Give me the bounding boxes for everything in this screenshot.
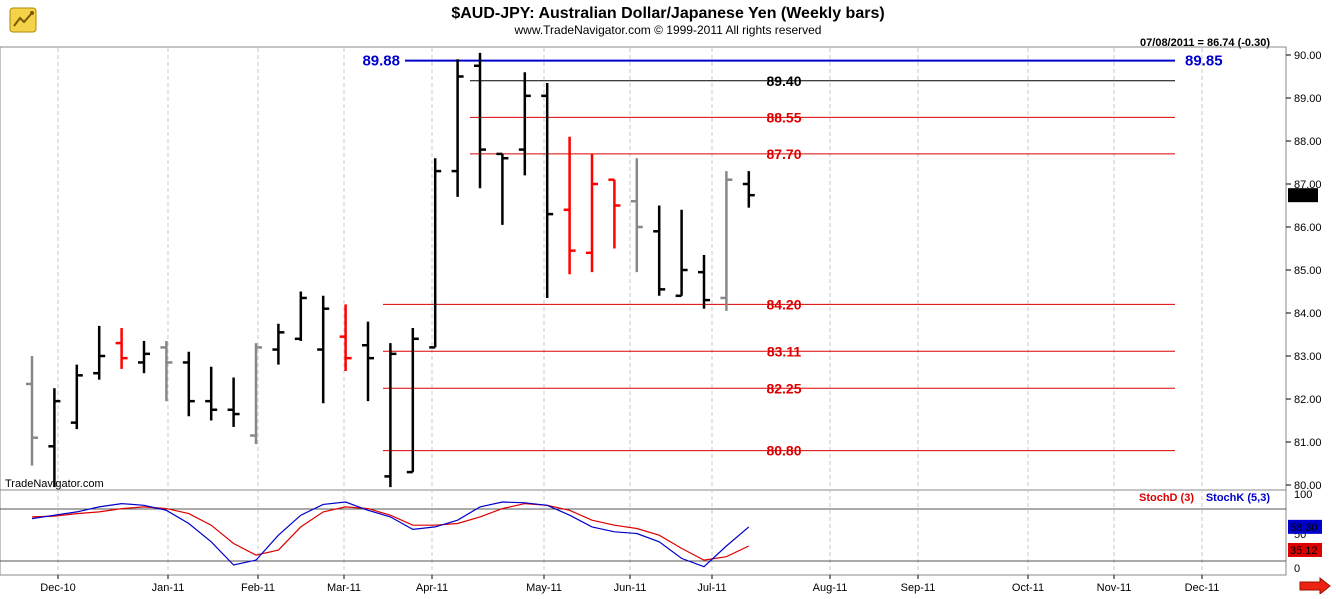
copyright-text: www.TradeNavigator.com © 1999-2011 All r…	[514, 23, 822, 37]
chart-title: $AUD-JPY: Australian Dollar/Japanese Yen…	[451, 5, 884, 22]
ohlc-bar	[160, 340, 173, 402]
watermark: TradeNavigator.com	[5, 478, 104, 490]
x-tick-label: Sep-11	[901, 582, 936, 594]
x-tick-label: Dec-10	[40, 582, 75, 594]
level-label: 83.11	[767, 343, 801, 359]
ohlc-bar	[294, 291, 307, 341]
ohlc-bar	[205, 366, 218, 421]
ohlc-bar	[451, 59, 464, 197]
range-left-label: 89.88	[362, 53, 400, 70]
x-tick-label: Oct-11	[1012, 582, 1044, 594]
ohlc-bar	[70, 364, 83, 430]
stoch-tick-label: 100	[1294, 489, 1312, 501]
ohlc-bar	[563, 136, 576, 275]
y-tick-label: 89.00	[1294, 93, 1322, 105]
x-tick-label: Dec-11	[1185, 582, 1220, 594]
y-tick-label: 83.00	[1294, 351, 1322, 363]
y-tick-label: 87.00	[1294, 179, 1322, 191]
x-tick-label: Feb-11	[241, 582, 275, 594]
level-layer: 89.40 88.55 87.70 84.20 83.11 82.25 80.80 89.88…	[362, 53, 1222, 459]
ohlc-bar	[720, 171, 733, 311]
stoch-d-legend: StochD (3)	[1139, 492, 1194, 504]
last-quote: 07/08/2011 = 86.74 (-0.30)	[1140, 37, 1270, 49]
x-tick-label: Jul-11	[697, 582, 726, 594]
ohlc-bar	[115, 328, 128, 369]
y-tick-label: 88.00	[1294, 136, 1322, 148]
stoch-pane-frame	[0, 489, 1287, 576]
y-tick-label: 82.00	[1294, 394, 1322, 406]
ohlc-bar	[317, 295, 330, 404]
ohlc-bar	[541, 82, 554, 298]
ohlc-bar	[586, 153, 598, 273]
ohlc-bar	[339, 304, 352, 372]
ohlc-bar	[630, 158, 643, 273]
stoch-k-value: 58.30	[1290, 522, 1318, 534]
axis-layer: Dec-10 Jan-11 Feb-11 Mar-11 Apr-11 May-11 Jun-…	[40, 50, 1321, 594]
ohlc-bar	[406, 328, 419, 474]
current-price-tag	[1288, 188, 1318, 203]
level-label: 80.80	[766, 443, 801, 459]
level-label: 84.20	[766, 296, 801, 312]
ohlc-bar	[362, 321, 374, 402]
x-tick-label: Nov-11	[1097, 582, 1132, 594]
level-label: 89.40	[766, 73, 801, 89]
stoch-tick-label: 0	[1294, 563, 1300, 575]
ohlc-bar	[227, 377, 240, 427]
ohlc-bar	[138, 340, 150, 374]
y-tick-label: 85.00	[1294, 265, 1322, 277]
grid-layer	[57, 48, 1203, 574]
current-price-label: 86.74	[1290, 190, 1318, 202]
y-tick-label: 90.00	[1294, 50, 1322, 62]
x-tick-label: Apr-11	[416, 582, 448, 594]
ohlc-bar	[698, 254, 710, 309]
logo-icon	[9, 7, 37, 33]
ohlc-bar	[272, 323, 285, 365]
stoch-k-legend: StochK (5,3)	[1206, 492, 1271, 504]
ohlc-bar	[250, 343, 262, 445]
range-right-label: 89.85	[1185, 53, 1223, 70]
ohlc-bar	[48, 388, 61, 488]
ohlc-bar	[429, 158, 442, 349]
level-label: 82.25	[766, 380, 801, 396]
x-tick-label: Jun-11	[614, 582, 647, 594]
x-tick-label: Aug-11	[813, 582, 848, 594]
y-tick-label: 86.00	[1294, 222, 1322, 234]
y-tick-label: 81.00	[1294, 437, 1322, 449]
stoch-k-tag	[1288, 519, 1322, 534]
stoch-d-value: 35.12	[1290, 545, 1318, 557]
x-tick-label: May-11	[526, 582, 562, 594]
ohlc-bar	[474, 52, 486, 189]
scroll-right-arrow-icon[interactable]	[1299, 576, 1331, 596]
bar-layer	[26, 52, 755, 488]
ohlc-bar	[608, 178, 621, 249]
y-tick-label: 84.00	[1294, 308, 1322, 320]
ohlc-bar	[93, 325, 106, 380]
stoch-k-line	[31, 501, 750, 568]
ohlc-bar	[384, 343, 397, 488]
x-tick-label: Jan-11	[152, 582, 185, 594]
ohlc-bar	[675, 209, 688, 298]
x-tick-label: Mar-11	[327, 582, 361, 594]
ohlc-bar	[518, 72, 531, 176]
stoch-d-tag	[1288, 542, 1322, 557]
y-tick-label: 80.00	[1294, 480, 1322, 492]
ohlc-bar	[26, 356, 38, 466]
ohlc-bar	[742, 171, 755, 208]
ohlc-bar	[496, 152, 509, 225]
level-label: 87.70	[766, 146, 801, 162]
ohlc-bar	[182, 351, 195, 417]
ohlc-bar	[653, 205, 666, 296]
level-label: 88.55	[766, 109, 801, 125]
